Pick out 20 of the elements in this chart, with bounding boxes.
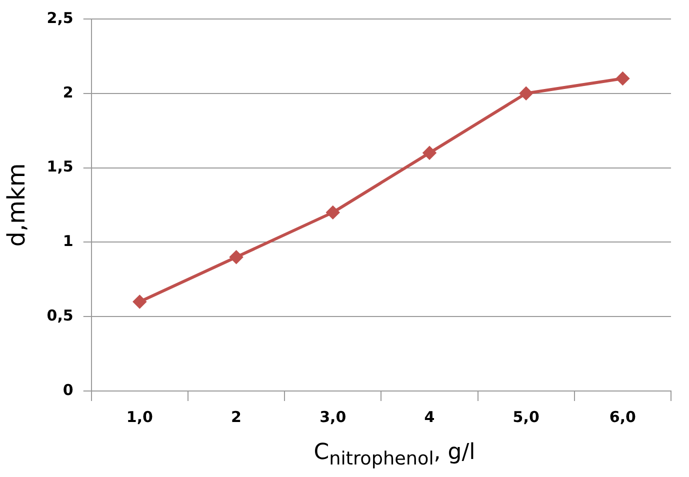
y-tick-label: 1 [62, 232, 74, 250]
point [230, 250, 243, 264]
x-axis-title: C$_{nitrophenol}$, g/l [312, 440, 476, 470]
point [422, 146, 436, 160]
point [133, 295, 146, 308]
point [326, 206, 340, 219]
y-tick-label: 1,5 [46, 158, 74, 176]
y-tick-label: 2 [62, 83, 74, 102]
point [616, 72, 630, 86]
x-tick-label: 4 [424, 408, 435, 426]
point [520, 86, 533, 100]
y-tick-label: 2,5 [46, 8, 74, 27]
x-tick-label: 1,0 [126, 408, 153, 426]
y-tick-label: 0 [62, 380, 74, 399]
y-axis-title: d,mkm [2, 163, 31, 247]
y-tick-label: 0,5 [46, 306, 74, 324]
x-tick-label: 6,0 [609, 408, 636, 426]
x-tick-label: 2 [231, 408, 242, 426]
x-tick-label: 5,0 [512, 408, 540, 426]
x-tick-label: 3,0 [320, 408, 346, 426]
